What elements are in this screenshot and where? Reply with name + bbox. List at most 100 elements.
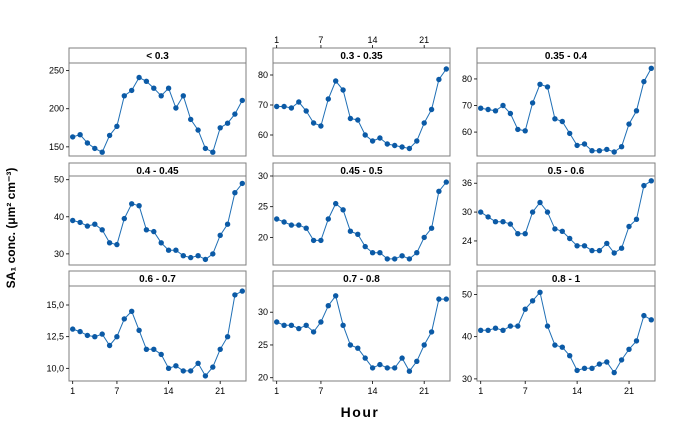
x-tick-label: 7 [318, 386, 323, 396]
panel-9: 0.8 - 1 30 40 50 1 7 14 21 [462, 270, 656, 396]
data-point [92, 221, 98, 227]
data-point [567, 353, 573, 359]
data-point [143, 346, 150, 352]
data-point [210, 149, 216, 155]
y-tick-label: 20 [258, 373, 268, 383]
data-point [537, 289, 543, 295]
data-point [232, 190, 238, 196]
y-tick-label: 36 [462, 178, 472, 188]
data-point [399, 253, 405, 259]
data-point [70, 217, 76, 224]
data-point [567, 130, 573, 137]
panel-1: < 0.3 150 200 250 [49, 47, 247, 157]
data-point [121, 316, 128, 322]
plot-area [68, 175, 247, 266]
data-point [406, 368, 413, 374]
data-point [114, 123, 120, 129]
data-point [165, 247, 172, 253]
data-point [99, 331, 105, 337]
x-tick-label-top: 14 [368, 35, 378, 45]
data-point [158, 240, 164, 246]
data-point [129, 87, 135, 94]
data-point [121, 215, 128, 222]
data-point [618, 245, 625, 251]
plot-area [272, 175, 451, 266]
data-point [347, 228, 354, 234]
data-point [574, 243, 580, 249]
data-point [106, 342, 113, 349]
data-point [188, 254, 194, 261]
x-tick-label: 1 [274, 386, 279, 396]
data-point [567, 235, 573, 242]
data-point [392, 365, 398, 371]
data-point [288, 105, 295, 111]
data-point [151, 85, 157, 91]
data-point [165, 365, 172, 371]
data-point [626, 346, 632, 352]
data-point [310, 237, 317, 244]
data-point [515, 231, 521, 237]
y-tick-label: 10,0 [46, 363, 64, 373]
data-point [296, 325, 302, 332]
data-point [70, 326, 76, 332]
data-point [296, 222, 302, 228]
data-point [443, 179, 449, 185]
y-tick-label: 30 [462, 374, 472, 384]
data-point [421, 342, 427, 348]
plot-area [68, 285, 247, 382]
data-point [641, 312, 647, 319]
data-point [648, 178, 654, 184]
data-point [384, 256, 390, 262]
data-point [436, 296, 442, 302]
data-point [436, 188, 442, 194]
data-point [224, 334, 231, 340]
data-point [369, 138, 376, 144]
data-point [399, 144, 405, 150]
data-point [377, 361, 383, 368]
y-tick-label: 25 [258, 202, 268, 212]
data-point [114, 334, 120, 340]
data-point [84, 140, 91, 146]
data-point [232, 292, 238, 298]
x-tick-label: 14 [164, 386, 174, 396]
data-point [537, 199, 543, 206]
data-point [648, 65, 654, 72]
data-point [529, 100, 536, 106]
x-tick-label: 14 [572, 386, 582, 396]
x-tick-label: 21 [215, 386, 225, 396]
data-point [641, 182, 647, 189]
data-point [239, 97, 245, 104]
panel-title: 0.5 - 0.6 [548, 166, 585, 177]
data-point [129, 201, 135, 207]
panel-title: 0.4 - 0.45 [136, 166, 179, 177]
data-point [70, 134, 76, 140]
data-point [173, 363, 179, 369]
data-point [428, 106, 435, 113]
data-point [414, 250, 420, 256]
data-point [202, 373, 209, 379]
data-point [485, 327, 491, 333]
data-point [325, 96, 331, 102]
x-axis-label: Hour [341, 404, 380, 420]
data-point [522, 231, 528, 237]
data-point [281, 219, 287, 225]
x-tick-label-top: 1 [274, 35, 279, 45]
data-point [362, 243, 368, 250]
data-point [500, 102, 506, 109]
panel-title: 0.35 - 0.4 [545, 51, 588, 62]
data-point [399, 355, 405, 361]
data-point [239, 288, 245, 294]
data-point [106, 240, 113, 246]
panel-8: 0.7 - 0.8 20 25 30 1 7 14 21 [258, 270, 451, 396]
y-tick-label: 40 [54, 212, 64, 222]
y-tick-label: 40 [462, 332, 472, 342]
x-tick-label: 21 [419, 386, 429, 396]
data-point [121, 93, 128, 99]
data-point [77, 219, 83, 226]
data-point [414, 138, 420, 144]
data-point [633, 216, 640, 222]
data-point [596, 148, 603, 154]
data-point [99, 227, 105, 233]
data-point [114, 241, 120, 248]
